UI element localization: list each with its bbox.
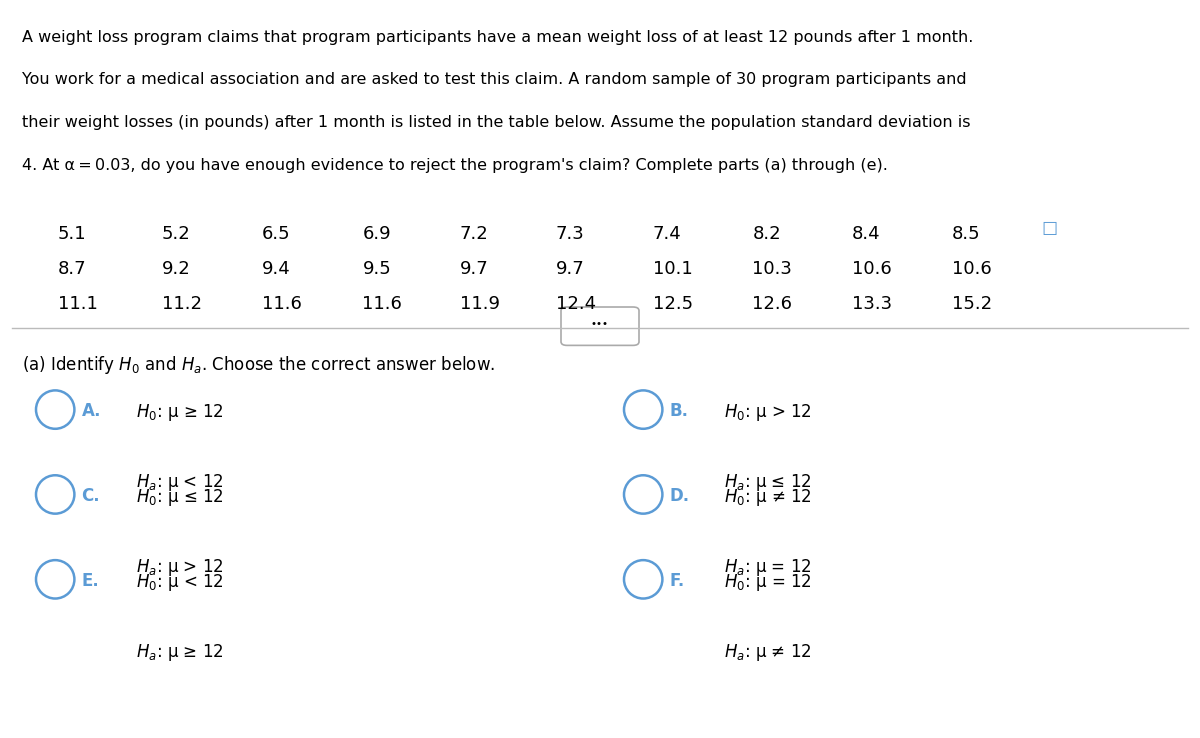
- Text: 11.1: 11.1: [58, 295, 97, 313]
- Text: $H_a$: μ ≥ 12: $H_a$: μ ≥ 12: [136, 642, 223, 663]
- Text: $H_a$: μ < 12: $H_a$: μ < 12: [136, 472, 223, 493]
- Text: $H_0$: μ < 12: $H_0$: μ < 12: [136, 572, 223, 593]
- Text: $H_0$: μ > 12: $H_0$: μ > 12: [724, 402, 811, 423]
- Text: ☐: ☐: [1042, 221, 1057, 239]
- Text: 5.2: 5.2: [162, 225, 191, 243]
- Text: $H_0$: μ = 12: $H_0$: μ = 12: [724, 572, 811, 593]
- Text: 5.1: 5.1: [58, 225, 86, 243]
- Text: 6.9: 6.9: [362, 225, 391, 243]
- Text: 11.6: 11.6: [262, 295, 301, 313]
- Text: B.: B.: [670, 402, 689, 420]
- Text: $H_a$: μ = 12: $H_a$: μ = 12: [724, 557, 811, 578]
- Text: 8.2: 8.2: [752, 225, 781, 243]
- Text: (a) Identify $H_0$ and $H_a$. Choose the correct answer below.: (a) Identify $H_0$ and $H_a$. Choose the…: [22, 354, 494, 376]
- Text: 9.2: 9.2: [162, 260, 191, 277]
- Text: $H_0$: μ ≠ 12: $H_0$: μ ≠ 12: [724, 487, 811, 508]
- Text: 7.3: 7.3: [556, 225, 584, 243]
- Text: 12.6: 12.6: [752, 295, 792, 313]
- Text: 11.6: 11.6: [362, 295, 402, 313]
- Text: 4. At α = 0.03, do you have enough evidence to reject the program's claim? Compl: 4. At α = 0.03, do you have enough evide…: [22, 158, 888, 173]
- Text: 8.7: 8.7: [58, 260, 86, 277]
- Text: 8.4: 8.4: [852, 225, 881, 243]
- Text: 10.6: 10.6: [952, 260, 991, 277]
- Text: 13.3: 13.3: [852, 295, 892, 313]
- Text: E.: E.: [82, 572, 100, 590]
- Text: F.: F.: [670, 572, 685, 590]
- Text: their weight losses (in pounds) after 1 month is listed in the table below. Assu: their weight losses (in pounds) after 1 …: [22, 115, 970, 130]
- Text: 9.7: 9.7: [556, 260, 584, 277]
- Text: 12.5: 12.5: [653, 295, 692, 313]
- Text: $H_a$: μ ≤ 12: $H_a$: μ ≤ 12: [724, 472, 811, 493]
- Text: $H_a$: μ > 12: $H_a$: μ > 12: [136, 557, 223, 578]
- Text: $H_0$: μ ≥ 12: $H_0$: μ ≥ 12: [136, 402, 223, 423]
- Text: $H_a$: μ ≠ 12: $H_a$: μ ≠ 12: [724, 642, 811, 663]
- Text: 9.5: 9.5: [362, 260, 391, 277]
- Text: C.: C.: [82, 487, 101, 505]
- Text: 7.4: 7.4: [653, 225, 682, 243]
- Text: 6.5: 6.5: [262, 225, 290, 243]
- Text: 7.2: 7.2: [460, 225, 488, 243]
- Text: 9.4: 9.4: [262, 260, 290, 277]
- Text: •••: •••: [592, 319, 610, 329]
- FancyBboxPatch shape: [562, 307, 640, 345]
- Text: 11.2: 11.2: [162, 295, 202, 313]
- Text: 8.5: 8.5: [952, 225, 980, 243]
- Text: 10.6: 10.6: [852, 260, 892, 277]
- Text: D.: D.: [670, 487, 690, 505]
- Text: 15.2: 15.2: [952, 295, 991, 313]
- Text: 9.7: 9.7: [460, 260, 488, 277]
- Text: 10.1: 10.1: [653, 260, 692, 277]
- Text: 10.3: 10.3: [752, 260, 792, 277]
- Text: A.: A.: [82, 402, 101, 420]
- Text: You work for a medical association and are asked to test this claim. A random sa: You work for a medical association and a…: [22, 72, 966, 87]
- Text: 12.4: 12.4: [556, 295, 595, 313]
- Text: $H_0$: μ ≤ 12: $H_0$: μ ≤ 12: [136, 487, 223, 508]
- Text: 11.9: 11.9: [460, 295, 499, 313]
- Text: A weight loss program claims that program participants have a mean weight loss o: A weight loss program claims that progra…: [22, 30, 973, 44]
